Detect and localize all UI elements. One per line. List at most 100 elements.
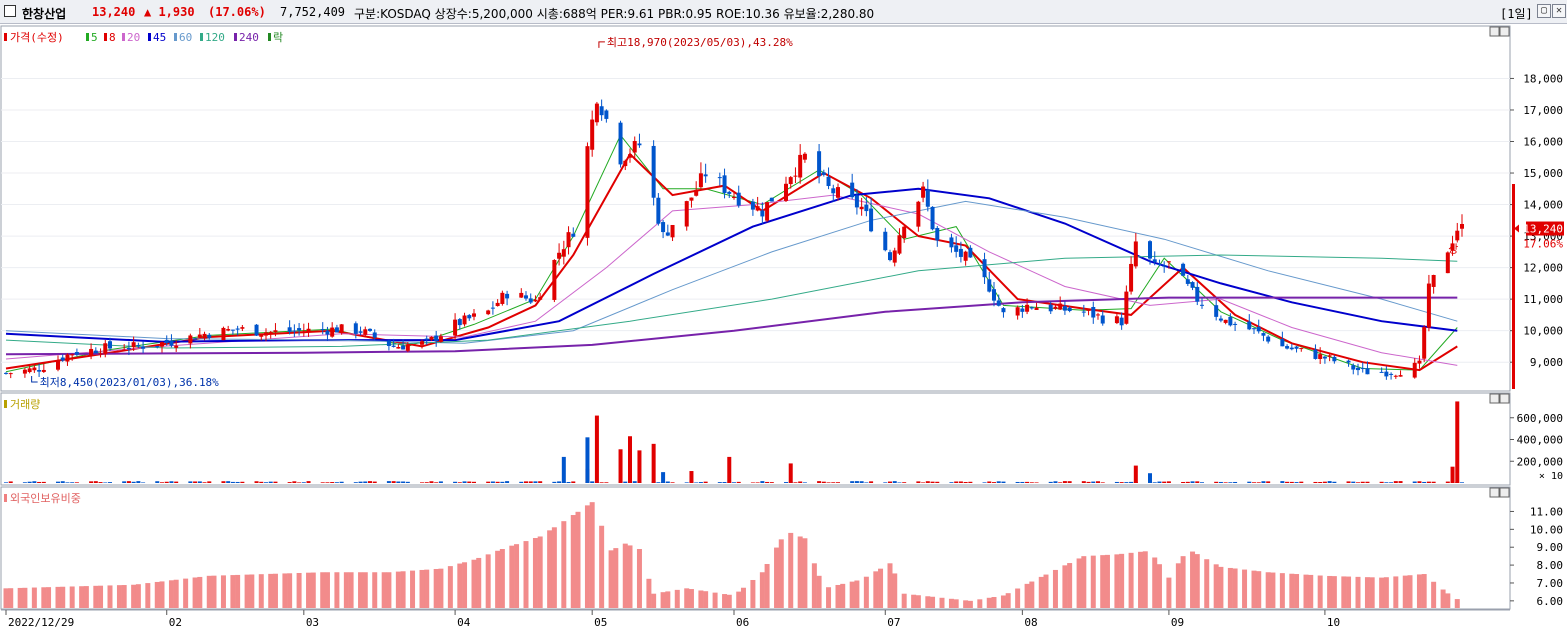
candle-body	[859, 206, 864, 210]
volume-bar	[1200, 482, 1204, 483]
foreign-ratio-bar	[183, 578, 189, 608]
candle-body	[429, 336, 434, 340]
close-icon[interactable]: ✕	[1552, 4, 1566, 18]
candle-body	[836, 187, 840, 198]
volume-bar	[921, 482, 926, 483]
candle-body	[160, 342, 164, 347]
volume-bar	[467, 481, 472, 483]
volume-spike-bar	[628, 436, 632, 483]
price-change: ▲ 1,930	[144, 5, 195, 19]
foreign-title: 외국인보유비중	[10, 492, 81, 505]
x-tick-label: 05	[594, 616, 607, 629]
upper-limit-mark: 상	[1448, 242, 1458, 255]
foreign-panel-controls[interactable]	[1489, 487, 1510, 498]
candle-body	[1058, 303, 1063, 310]
volume-bar	[141, 482, 146, 483]
volume-bar	[160, 482, 164, 483]
volume-panel-controls[interactable]	[1489, 393, 1510, 404]
volume-bar	[1100, 482, 1105, 483]
foreign-ratio-bar	[211, 575, 217, 608]
volume-bar	[765, 481, 770, 483]
candle-body	[235, 328, 240, 330]
volume-bar	[254, 481, 259, 483]
foreign-ratio-bar	[296, 572, 302, 608]
foreign-ratio-bar	[135, 584, 141, 608]
high-annotation-arrow	[598, 41, 605, 48]
stock-info: 구분:KOSDAQ 상장수:5,200,000 시총:688억 PER:9.61…	[354, 7, 875, 21]
select-checkbox[interactable]	[4, 5, 16, 17]
foreign-ratio-bar	[599, 525, 605, 608]
foreign-ratio-bar	[967, 600, 973, 608]
foreign-ratio-bar	[1067, 563, 1073, 608]
volume-bar	[836, 482, 840, 483]
stock-name[interactable]: 한창산업	[22, 7, 67, 21]
candle-body	[519, 292, 524, 298]
foreign-ratio-bar	[1076, 558, 1082, 608]
maximize-icon[interactable]: ▢	[1537, 4, 1551, 18]
foreign-ratio-bar	[561, 521, 567, 608]
foreign-ratio-bar	[381, 572, 387, 608]
candle-body	[902, 226, 907, 239]
candle-body	[524, 295, 528, 299]
candle-body	[561, 249, 566, 257]
volume-bar	[1445, 481, 1450, 483]
candle-body	[722, 175, 727, 194]
volume-spike-bar	[585, 437, 590, 483]
volume-bar	[268, 481, 273, 483]
period-selector[interactable]: [1일]	[1500, 7, 1533, 21]
volume-bar	[136, 481, 141, 483]
last-price-label: 13,240	[1523, 223, 1563, 236]
volume-bar	[368, 481, 372, 483]
volume-spike-bar	[637, 450, 642, 483]
candle-body	[1190, 282, 1195, 288]
foreign-ratio-bar	[438, 568, 444, 608]
moving-average-240	[5, 296, 1458, 356]
candle-body	[897, 235, 902, 254]
volume-bar	[1313, 481, 1318, 483]
foreign-ratio-bar	[939, 597, 945, 608]
legend-marker-락	[268, 33, 271, 41]
candle-body	[755, 206, 760, 211]
x-tick-label: 02	[169, 616, 182, 629]
candle-body	[888, 252, 892, 261]
foreign-ratio-bar	[736, 591, 742, 608]
candle-body	[221, 327, 226, 341]
foreign-ratio-bar	[698, 590, 704, 608]
candle-body	[1318, 354, 1323, 359]
candle-body	[490, 307, 495, 309]
volume-bar	[987, 481, 992, 483]
price-panel-controls[interactable]	[1489, 26, 1510, 37]
candle-body	[372, 332, 377, 338]
foreign-ratio-bar	[622, 543, 628, 608]
volume-bar	[259, 481, 264, 483]
legend-label-240: 240	[239, 31, 259, 44]
candle-body	[538, 297, 543, 300]
volume-bar	[240, 481, 245, 483]
foreign-ratio-bar	[849, 581, 855, 608]
candle-body	[798, 154, 803, 178]
foreign-ratio-bar	[1038, 576, 1044, 608]
foreign-ratio-bar	[93, 585, 99, 608]
foreign-ratio-bar	[476, 557, 482, 608]
volume-bar	[1365, 481, 1370, 483]
candle-body	[1025, 304, 1030, 312]
candle-body	[22, 369, 27, 374]
foreign-ratio-bar	[1364, 577, 1370, 608]
foreign-ratio-bar	[3, 588, 9, 608]
volume-bar	[1294, 482, 1299, 483]
candle-body	[1015, 307, 1020, 316]
candle-body	[864, 204, 869, 212]
candle-body	[405, 344, 410, 351]
foreign-ratio-bar	[816, 575, 822, 608]
high-annotation: 최고18,970(2023/05/03),43.28%	[607, 36, 793, 49]
foreign-ratio-bar	[334, 572, 340, 608]
foreign-ratio-bar	[485, 554, 491, 608]
candle-body	[1001, 308, 1006, 313]
volume-bar	[750, 482, 755, 483]
candle-body	[1053, 306, 1058, 309]
volume-value: 7,752,409	[280, 5, 346, 19]
candle-body	[1351, 365, 1356, 370]
volume-bar	[32, 481, 37, 483]
x-tick-label: 07	[887, 616, 900, 629]
volume-tick-label: 600,000	[1517, 412, 1563, 425]
